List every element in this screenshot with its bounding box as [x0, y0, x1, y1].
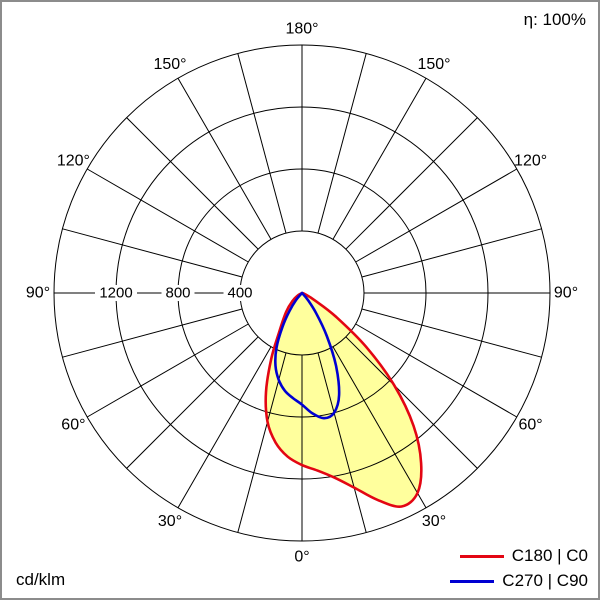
legend-item-c180-c0: C180 | C0: [450, 546, 588, 566]
svg-text:400: 400: [227, 285, 252, 302]
legend-line-c270-c90: [450, 579, 495, 583]
svg-text:150°: 150°: [153, 56, 186, 73]
legend-item-c270-c90: C270 | C90: [450, 571, 588, 591]
efficiency-label: η: 100%: [523, 10, 586, 29]
svg-text:0°: 0°: [294, 549, 309, 566]
svg-text:60°: 60°: [518, 417, 542, 434]
svg-text:800: 800: [165, 285, 190, 302]
unit-label: cd/klm: [16, 570, 66, 589]
svg-text:30°: 30°: [422, 513, 446, 530]
svg-text:120°: 120°: [514, 153, 547, 170]
svg-text:120°: 120°: [57, 153, 90, 170]
svg-text:90°: 90°: [26, 285, 50, 302]
svg-text:150°: 150°: [417, 56, 450, 73]
chart-legend: C180 | C0 C270 | C90: [450, 546, 588, 591]
legend-label-c180-c0: C180 | C0: [511, 546, 588, 565]
legend-line-c180-c0: [459, 554, 504, 558]
svg-text:30°: 30°: [158, 513, 182, 530]
svg-text:60°: 60°: [61, 417, 85, 434]
svg-text:1200: 1200: [99, 285, 132, 302]
legend-label-c270-c90: C270 | C90: [502, 571, 588, 590]
svg-text:180°: 180°: [285, 21, 318, 38]
svg-text:90°: 90°: [554, 285, 578, 302]
